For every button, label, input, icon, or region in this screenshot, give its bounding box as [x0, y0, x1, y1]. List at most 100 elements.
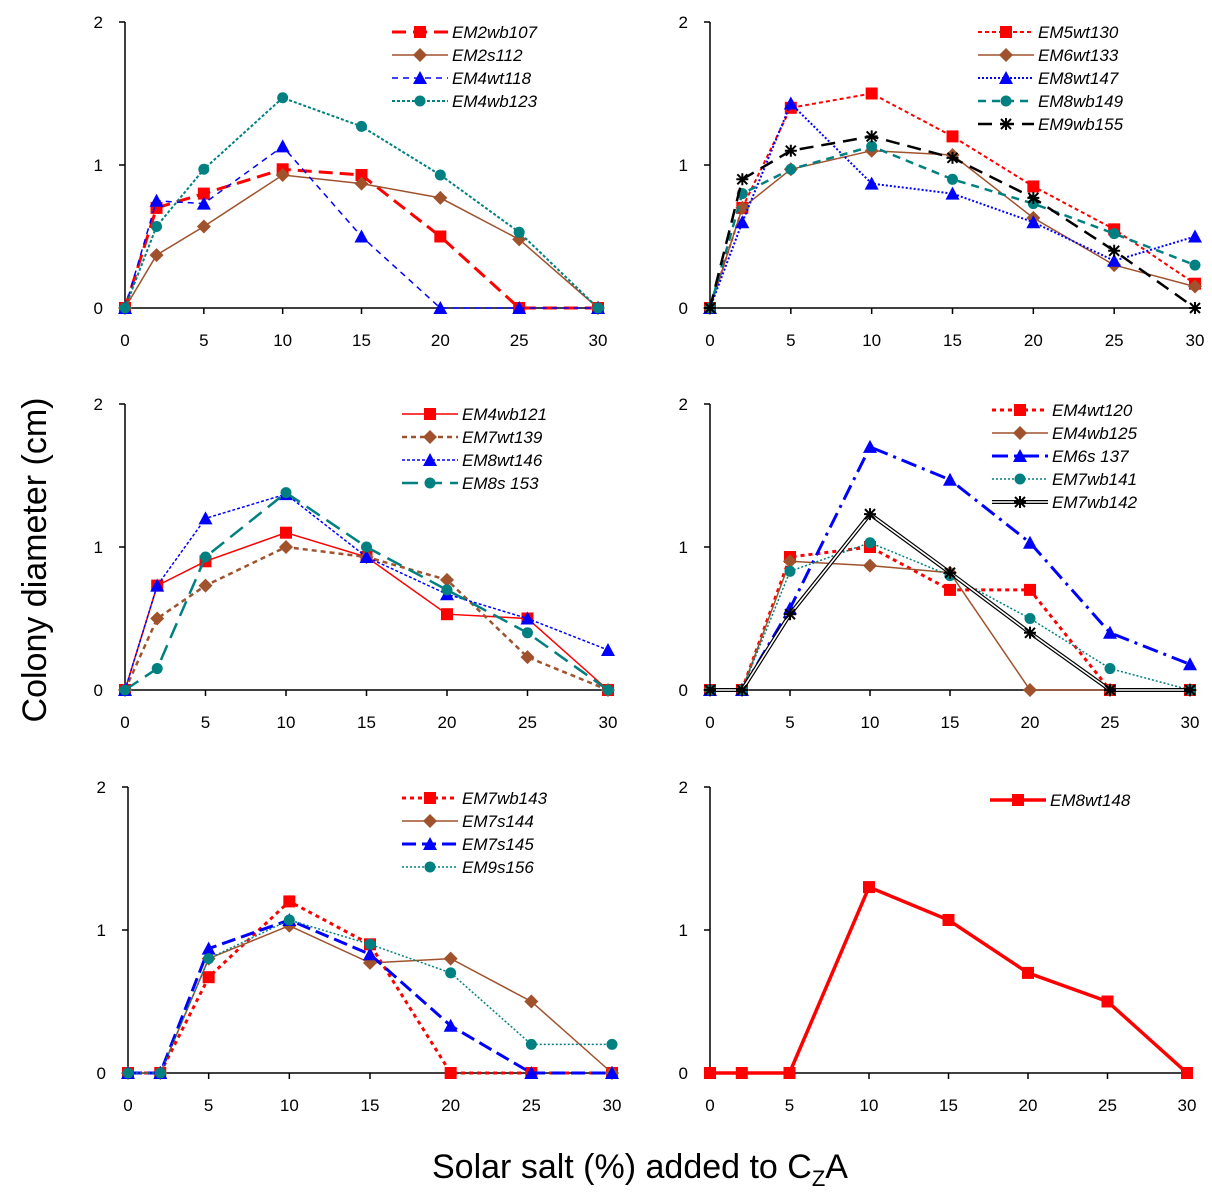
legend-label: EM7wt139 — [462, 428, 543, 447]
legend-label: EM8wt147 — [1038, 69, 1119, 88]
y-tick-label: 1 — [679, 921, 688, 940]
series-line — [128, 918, 612, 1075]
series-line — [128, 899, 612, 1075]
data-point — [119, 684, 131, 696]
y-tick-label: 1 — [679, 156, 688, 175]
data-point — [277, 92, 289, 104]
series-EM7wb142 — [704, 508, 1196, 696]
data-point — [198, 163, 210, 175]
x-tick-label: 15 — [943, 331, 962, 350]
x-tick-label: 15 — [357, 713, 376, 732]
data-point — [1184, 684, 1196, 696]
data-point — [201, 941, 216, 955]
data-point — [1103, 625, 1117, 639]
x-tick-label: 5 — [785, 713, 794, 732]
legend-entry: EM8wt147 — [978, 69, 1119, 88]
series-line — [124, 96, 599, 309]
data-point — [864, 508, 876, 521]
data-point — [735, 1067, 748, 1079]
series-line — [124, 491, 609, 692]
data-point — [947, 173, 958, 185]
legend-marker — [414, 26, 426, 38]
data-point — [198, 511, 213, 525]
series-EM8wt148 — [704, 881, 1193, 1079]
legend-label: EM8s 153 — [462, 474, 539, 493]
data-point — [283, 895, 296, 908]
data-point — [736, 684, 748, 696]
x-tick-label: 10 — [860, 1096, 879, 1115]
x-tick-label: 30 — [603, 1096, 622, 1115]
data-point — [149, 248, 164, 263]
data-point — [945, 186, 960, 200]
data-point — [1024, 613, 1036, 624]
series-EM9s156 — [122, 914, 618, 1079]
data-point — [361, 541, 372, 553]
legend-entry: EM7wt139 — [402, 428, 543, 447]
legend-entry: EM4wb125 — [992, 424, 1138, 443]
series-EM4wb123 — [119, 92, 604, 314]
y-tick-label: 2 — [679, 395, 688, 414]
data-point — [864, 176, 879, 190]
legend-marker — [424, 477, 436, 489]
data-point — [943, 472, 957, 486]
legend-label: EM6wt133 — [1038, 46, 1119, 65]
series-line — [710, 444, 1191, 692]
data-point — [513, 226, 525, 238]
y-axis-label: Colony diameter (cm) — [16, 398, 54, 723]
data-point — [275, 139, 290, 153]
data-point — [946, 151, 959, 164]
legend-label: EM8wt148 — [1050, 791, 1131, 810]
x-tick-label: 20 — [1024, 331, 1043, 350]
legend-marker — [999, 48, 1013, 62]
legend-entry: EM6s 137 — [992, 447, 1129, 466]
x-tick-label: 10 — [280, 1096, 299, 1115]
data-point — [864, 537, 876, 549]
data-point — [1183, 657, 1197, 671]
data-point — [1108, 244, 1121, 257]
x-tick-label: 10 — [862, 331, 881, 350]
x-tick-label: 5 — [204, 1096, 213, 1115]
legend-label: EM4wt120 — [1052, 401, 1133, 420]
legend-label: EM7wb141 — [1052, 470, 1137, 489]
legend-entry: EM7wb143 — [402, 789, 548, 808]
legend-entry: EM8wt148 — [990, 791, 1131, 810]
legend-entry: EM8s 153 — [402, 474, 539, 493]
legend-label: EM5wt130 — [1038, 23, 1119, 42]
legend-label: EM9wb155 — [1038, 115, 1124, 134]
series-line — [710, 560, 1190, 691]
series-EM7wt139 — [118, 540, 615, 697]
data-point — [196, 196, 211, 210]
x-tick-label: 20 — [438, 713, 457, 732]
data-point — [785, 163, 797, 175]
data-point — [434, 230, 447, 243]
legend-marker — [423, 430, 437, 444]
series-line-inner — [710, 513, 1190, 691]
x-tick-label: 0 — [123, 1096, 132, 1115]
data-point — [1104, 663, 1116, 675]
data-point — [735, 215, 750, 229]
data-point — [279, 540, 293, 554]
x-tick-label: 25 — [522, 1096, 541, 1115]
x-tick-label: 30 — [1181, 713, 1200, 732]
data-point — [1181, 1067, 1193, 1079]
data-point — [866, 140, 878, 152]
data-point — [946, 130, 959, 143]
data-point — [444, 1067, 457, 1079]
legend-marker — [1000, 95, 1012, 107]
x-tick-label: 5 — [785, 1096, 794, 1115]
x-tick-label: 25 — [1101, 713, 1120, 732]
data-point — [433, 301, 448, 314]
x-tick-label: 0 — [705, 331, 714, 350]
x-tick-label: 25 — [510, 331, 529, 350]
x-tick-label: 10 — [861, 713, 880, 732]
data-point — [363, 947, 377, 961]
data-point — [704, 684, 716, 696]
y-tick-label: 1 — [94, 538, 103, 557]
legend-entry: EM7wb141 — [992, 470, 1137, 489]
data-point — [154, 1067, 166, 1079]
legend-marker — [1014, 496, 1026, 508]
series-line — [710, 541, 1191, 691]
